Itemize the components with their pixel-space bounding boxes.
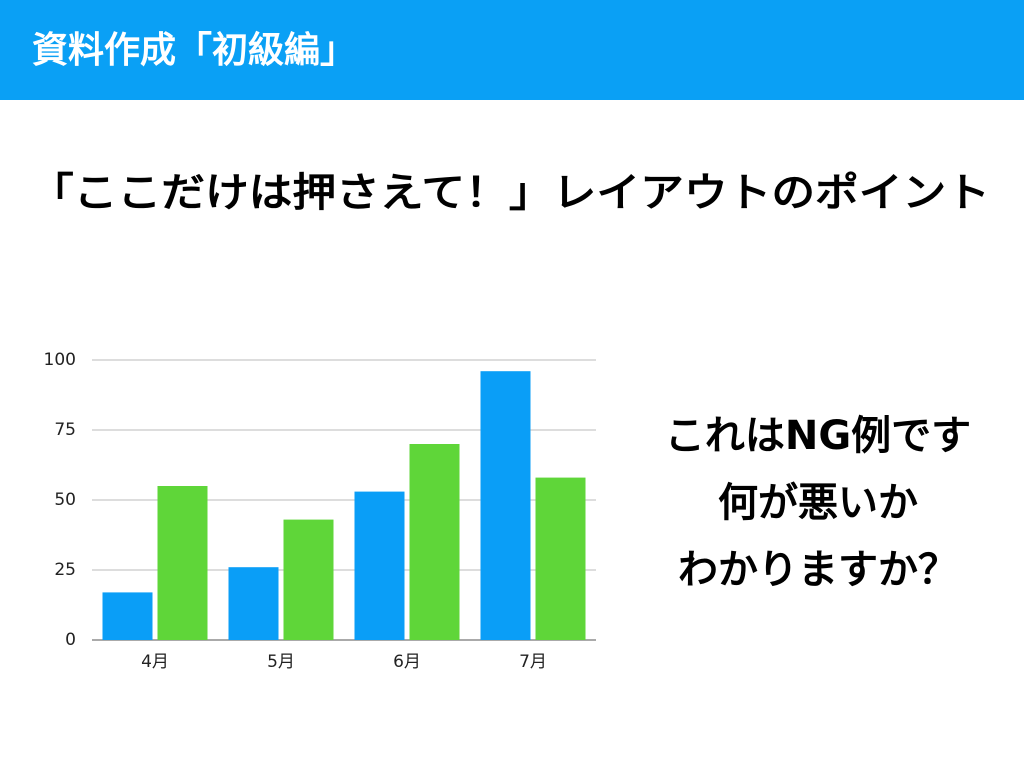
bar	[480, 371, 531, 640]
x-tick-label: 5月	[267, 652, 295, 672]
y-tick-label: 0	[65, 630, 76, 650]
y-tick-label: 25	[54, 560, 76, 580]
bar	[102, 592, 153, 640]
bar	[157, 486, 208, 640]
bar	[283, 519, 334, 640]
note-line: これはNG例です	[665, 413, 971, 459]
x-tick-label: 6月	[393, 652, 421, 672]
bar	[409, 444, 460, 640]
bar	[228, 567, 279, 640]
note-line: 何が悪いか	[718, 480, 918, 526]
x-tick-label: 7月	[519, 652, 547, 672]
note-line: わかりますか？	[678, 547, 958, 593]
bar	[535, 477, 586, 640]
x-tick-label: 4月	[141, 652, 169, 672]
header-title: 資料作成「初級編」	[32, 30, 356, 71]
y-tick-label: 100	[44, 350, 76, 370]
header-bar	[0, 0, 1024, 100]
bar	[354, 491, 405, 640]
y-tick-label: 50	[54, 490, 76, 510]
y-tick-label: 75	[54, 420, 76, 440]
subtitle: 「ここだけは押さえて！」レイアウトのポイント	[30, 170, 990, 216]
